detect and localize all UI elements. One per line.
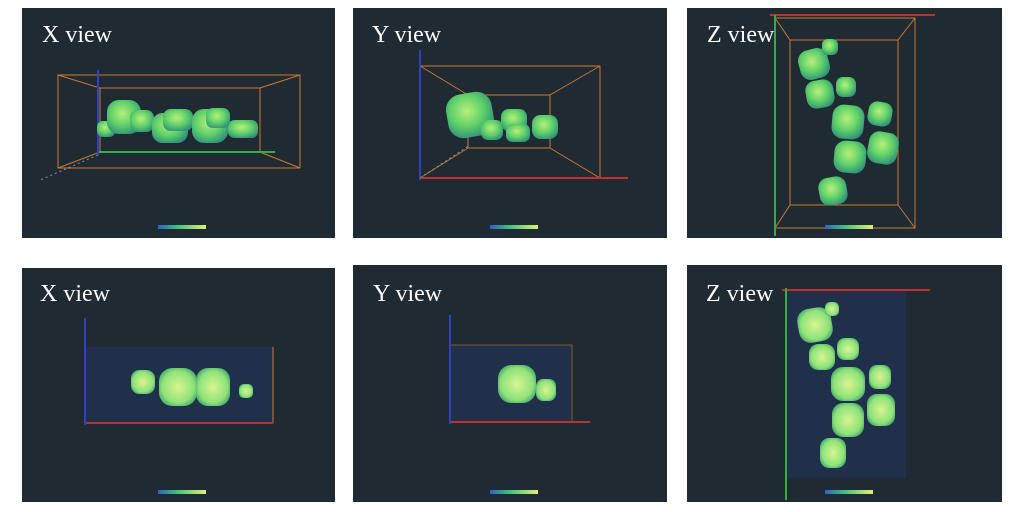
particle bbox=[797, 47, 831, 81]
colorbar bbox=[490, 225, 538, 229]
particle bbox=[481, 120, 503, 140]
colorbar bbox=[825, 490, 873, 494]
particle bbox=[837, 338, 859, 360]
particle bbox=[820, 438, 846, 468]
colorbar bbox=[158, 490, 206, 494]
particle bbox=[536, 379, 556, 401]
particle bbox=[818, 176, 848, 206]
particle bbox=[831, 367, 865, 401]
particle bbox=[825, 302, 839, 316]
particle bbox=[228, 120, 258, 138]
particle bbox=[831, 104, 865, 140]
particle bbox=[159, 368, 197, 406]
particle bbox=[797, 307, 833, 343]
view-label: Z view bbox=[706, 281, 774, 307]
colorbars bbox=[158, 225, 873, 494]
view-label: Z view bbox=[707, 22, 775, 48]
particle bbox=[836, 77, 856, 97]
view-label: X view bbox=[40, 281, 111, 307]
particle bbox=[805, 79, 835, 109]
particle bbox=[822, 39, 838, 55]
particle bbox=[532, 115, 558, 139]
view-label: Y view bbox=[373, 281, 443, 307]
particle bbox=[163, 109, 193, 131]
particle bbox=[809, 344, 835, 370]
particle bbox=[239, 384, 253, 398]
axis bbox=[39, 154, 99, 181]
particle bbox=[867, 394, 895, 426]
particle bbox=[869, 365, 891, 389]
particle bbox=[131, 370, 155, 394]
particle bbox=[833, 140, 867, 174]
colorbar bbox=[825, 225, 873, 229]
particles bbox=[97, 39, 899, 468]
view-label: X view bbox=[42, 22, 113, 48]
particle bbox=[506, 124, 530, 142]
colorbar bbox=[158, 225, 206, 229]
particle bbox=[130, 110, 154, 132]
view-label: Y view bbox=[372, 22, 442, 48]
colorbar bbox=[490, 490, 538, 494]
particle bbox=[832, 403, 864, 437]
particle bbox=[196, 368, 230, 406]
particle bbox=[206, 108, 230, 128]
particle bbox=[867, 131, 899, 165]
particle bbox=[498, 365, 536, 403]
particle bbox=[867, 101, 893, 127]
